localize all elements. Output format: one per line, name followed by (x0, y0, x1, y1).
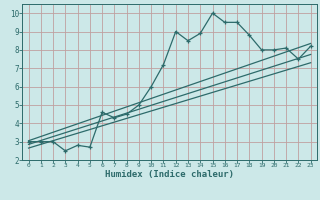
X-axis label: Humidex (Indice chaleur): Humidex (Indice chaleur) (105, 170, 234, 179)
